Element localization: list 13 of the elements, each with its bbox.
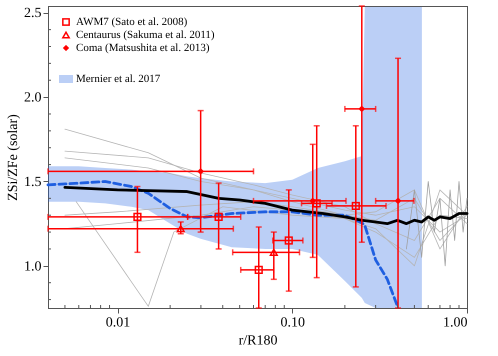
x-axis-title: r/R180 xyxy=(238,334,278,348)
legend-label: Centaurus (Sakuma et al. 2011) xyxy=(76,29,215,41)
y-tick-label: 1.5 xyxy=(24,174,42,190)
legend-label: Mernier et al. 2017 xyxy=(76,73,161,85)
y-tick-label: 2.5 xyxy=(24,6,42,22)
y-tick-label: 1.0 xyxy=(24,259,42,274)
legend-label: Coma (Matsushita et al. 2013) xyxy=(76,42,210,54)
y-tick-label: 2.0 xyxy=(24,90,42,106)
x-tick-label: 1.00 xyxy=(443,316,468,330)
x-tick-label: 0.10 xyxy=(280,316,306,330)
y-axis-title: ZSi/ZFe (solar) xyxy=(6,114,21,201)
x-tick-label: 0.01 xyxy=(106,316,130,330)
legend-label: AWM7 (Sato et al. 2008) xyxy=(76,16,188,28)
